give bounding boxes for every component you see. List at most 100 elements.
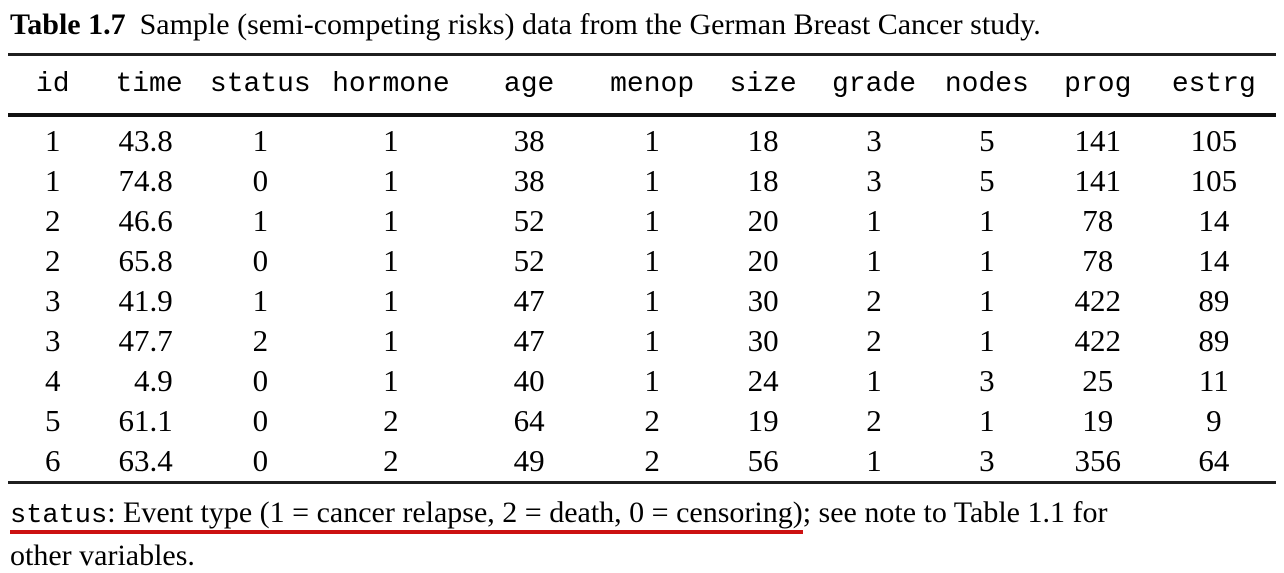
table-cell: 0 xyxy=(252,163,269,198)
column-header: size xyxy=(707,54,819,117)
table-cell: 2 xyxy=(383,403,399,438)
table-cell: 30 xyxy=(747,323,779,358)
table-cell: 2 xyxy=(252,323,269,358)
table-cell: 1 xyxy=(979,283,995,318)
table-cell: 105 xyxy=(1190,123,1238,158)
table-row: 1 43.8 1 1 38 1 18 3 5 141 105 xyxy=(8,115,1276,161)
table-cell: 52 xyxy=(513,243,545,278)
table-cell: 422 xyxy=(1074,323,1122,358)
table-cell: 1 xyxy=(252,283,269,318)
table-cell: 356 xyxy=(1074,443,1122,478)
table-cell: 1 xyxy=(979,323,995,358)
table-cell: 9 xyxy=(1206,403,1222,438)
table-cell: 3 xyxy=(44,323,61,358)
table-cell: 1 xyxy=(866,363,882,398)
table-cell: 1 xyxy=(866,203,882,238)
table-cell: 49 xyxy=(513,443,545,478)
table-cell: 1 xyxy=(383,283,399,318)
data-table: id time status hormone age menop size grade node… xyxy=(8,53,1276,484)
table-cell: 1 xyxy=(44,123,61,158)
table-cell: 3 xyxy=(979,363,995,398)
table-cell: 74.8 xyxy=(118,163,173,198)
column-header: grade xyxy=(818,54,930,117)
table-cell: 24 xyxy=(747,363,779,398)
table-cell: 2 xyxy=(866,403,882,438)
table-cell: 20 xyxy=(747,203,779,238)
table-cell: 1 xyxy=(383,323,399,358)
table-cell: 89 xyxy=(1198,283,1230,318)
table-cell: 18 xyxy=(747,163,779,198)
table-cell: 1 xyxy=(383,363,399,398)
column-header: hormone xyxy=(319,54,462,117)
table-cell: 64 xyxy=(1198,443,1230,478)
table-cell: 64 xyxy=(513,403,545,438)
table-cell: 78 xyxy=(1082,203,1114,238)
column-header: menop xyxy=(596,54,708,117)
table-cell: 89 xyxy=(1198,323,1230,358)
table-cell: 1 xyxy=(252,123,269,158)
table-cell: 63.4 xyxy=(118,443,173,478)
table-cell: 1 xyxy=(383,123,399,158)
table-cell: 6 xyxy=(44,443,61,478)
table-cell: 5 xyxy=(44,403,61,438)
table-cell: 56 xyxy=(747,443,779,478)
table-cell: 5 xyxy=(979,163,995,198)
table-row: 4 4.9 0 1 40 1 24 1 3 25 11 xyxy=(8,361,1276,401)
table-cell: 1 xyxy=(252,203,269,238)
table-cell: 141 xyxy=(1074,123,1122,158)
footnote-line2: other variables. xyxy=(10,539,195,572)
table-cell: 18 xyxy=(747,123,779,158)
column-header: age xyxy=(461,54,597,117)
table-row: 6 63.4 0 2 49 2 56 1 3 356 64 xyxy=(8,441,1276,483)
table-cell: 4.9 xyxy=(133,363,173,398)
table-cell: 19 xyxy=(1082,403,1114,438)
table-cell: 1 xyxy=(644,203,660,238)
table-cell: 41.9 xyxy=(118,283,173,318)
table-row: 1 74.8 0 1 38 1 18 3 5 141 105 xyxy=(8,161,1276,201)
table-cell: 1 xyxy=(979,203,995,238)
table-cell: 1 xyxy=(644,123,660,158)
table-row: 2 46.6 1 1 52 1 20 1 1 78 14 xyxy=(8,201,1276,241)
table-cell: 141 xyxy=(1074,163,1122,198)
footnote-status-label: status xyxy=(10,501,108,531)
table-cell: 14 xyxy=(1198,203,1230,238)
footnote-after-underline: ; see note to Table 1.1 for xyxy=(802,496,1108,529)
table-cell: 47.7 xyxy=(118,323,173,358)
table-cell: 1 xyxy=(644,323,660,358)
table-cell: 1 xyxy=(644,363,660,398)
table-cell: 20 xyxy=(747,243,779,278)
column-header: nodes xyxy=(929,54,1044,117)
table-cell: 1 xyxy=(383,163,399,198)
table-cell: 0 xyxy=(252,403,269,438)
table-row: 2 65.8 0 1 52 1 20 1 1 78 14 xyxy=(8,241,1276,281)
table-number-label: Table 1.7 xyxy=(10,8,126,41)
table-cell: 1 xyxy=(383,243,399,278)
table-cell: 2 xyxy=(866,323,882,358)
table-cell: 3 xyxy=(866,163,882,198)
table-cell: 11 xyxy=(1198,363,1229,398)
table-cell: 47 xyxy=(513,283,545,318)
table-cell: 52 xyxy=(513,203,545,238)
table-cell: 40 xyxy=(513,363,545,398)
table-cell: 65.8 xyxy=(118,243,173,278)
header-row: id time status hormone age menop size grade node… xyxy=(8,54,1276,117)
table-cell: 0 xyxy=(252,443,269,478)
table-cell: 3 xyxy=(44,283,61,318)
table-cell: 422 xyxy=(1074,283,1122,318)
table-cell: 30 xyxy=(747,283,779,318)
table-cell: 2 xyxy=(644,403,660,438)
table-cell: 1 xyxy=(866,443,882,478)
table-cell: 1 xyxy=(644,283,660,318)
table-cell: 1 xyxy=(979,243,995,278)
table-row: 3 47.7 2 1 47 1 30 2 1 422 89 xyxy=(8,321,1276,361)
column-header: status xyxy=(200,54,320,117)
table-cell: 1 xyxy=(383,203,399,238)
table-cell: 43.8 xyxy=(118,123,173,158)
table-cell: 3 xyxy=(979,443,995,478)
table-cell: 1 xyxy=(44,163,61,198)
table-body: 1 43.8 1 1 38 1 18 3 5 141 105 1 74.8 0 1 38 1 18 3 5 141 105… xyxy=(8,115,1276,483)
column-header: prog xyxy=(1043,54,1152,117)
table-cell: 1 xyxy=(866,243,882,278)
table-cell: 1 xyxy=(644,243,660,278)
